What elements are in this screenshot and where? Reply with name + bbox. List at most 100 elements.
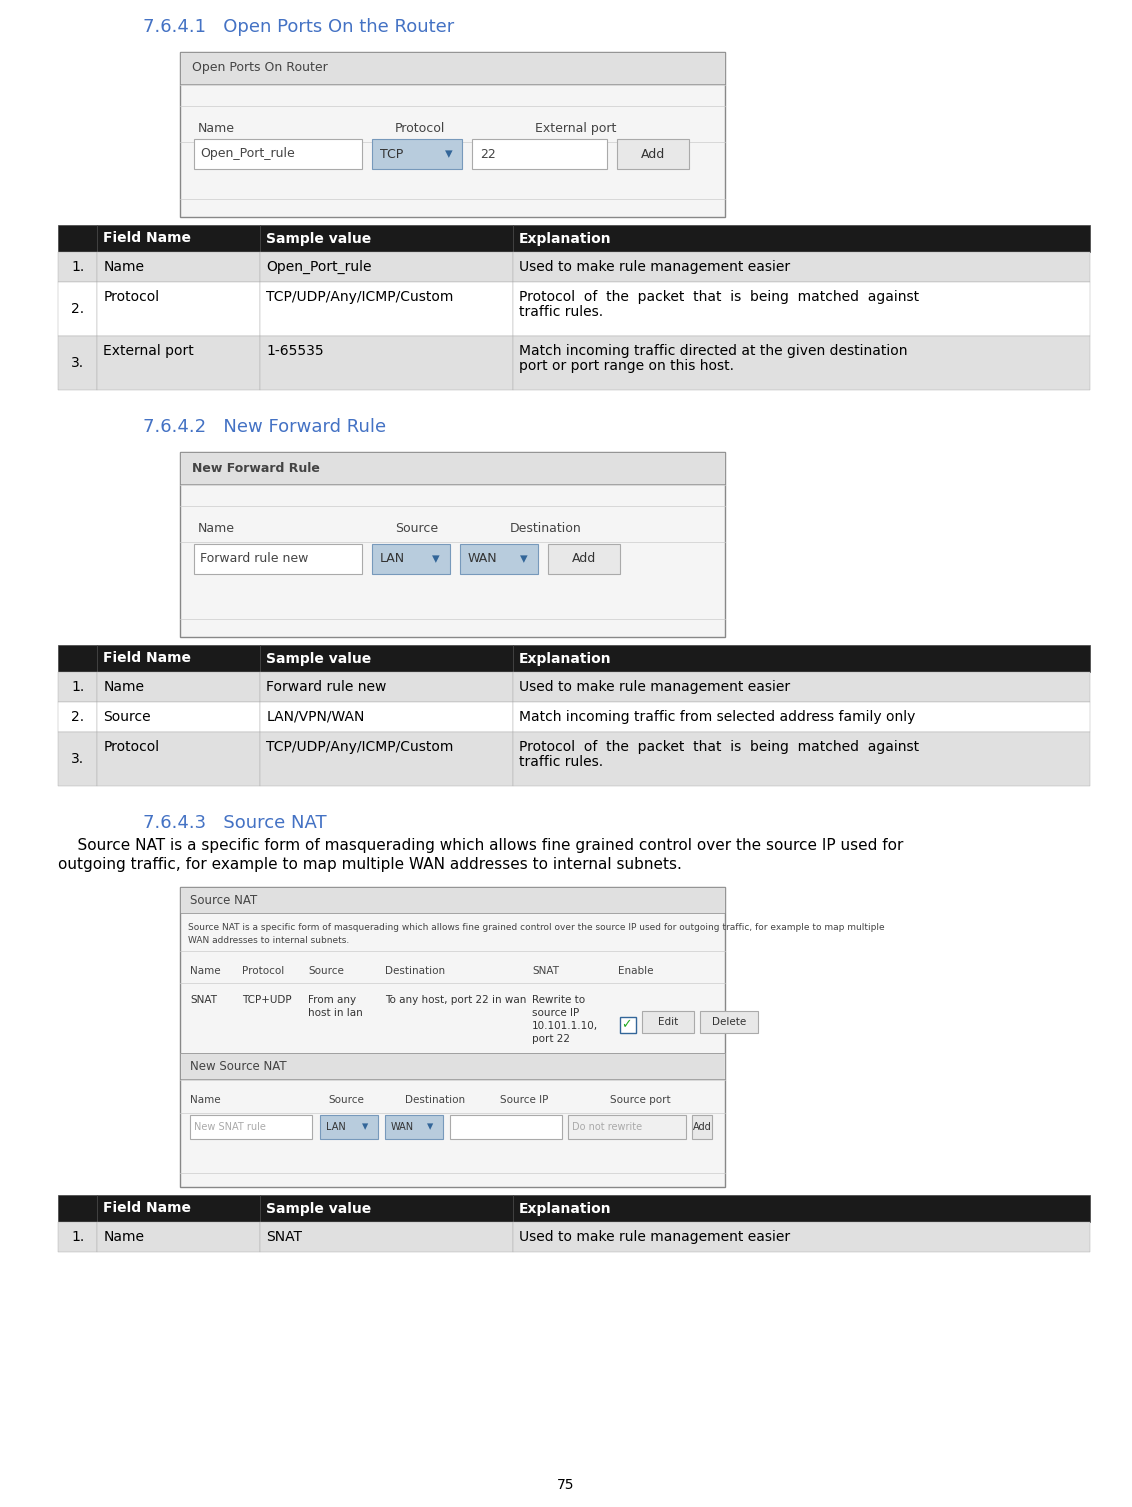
Text: traffic rules.: traffic rules.	[520, 755, 603, 769]
Text: Protocol: Protocol	[103, 740, 160, 754]
Text: Protocol: Protocol	[395, 122, 445, 136]
Text: Add: Add	[641, 148, 666, 161]
Bar	[260, 282, 513, 336]
Text: traffic rules.: traffic rules.	[520, 304, 603, 319]
Bar	[58, 252, 97, 282]
Text: 1.: 1.	[71, 680, 84, 695]
Text: New Forward Rule: New Forward Rule	[192, 461, 320, 475]
Bar	[700, 1011, 758, 1032]
Text: Name: Name	[198, 521, 235, 535]
Text: Rewrite to: Rewrite to	[532, 995, 585, 1005]
Bar	[513, 645, 1090, 672]
Bar	[642, 1011, 694, 1032]
Bar	[58, 225, 97, 252]
Bar	[97, 282, 260, 336]
Bar	[58, 645, 97, 672]
Bar	[97, 732, 260, 787]
Bar	[260, 732, 513, 787]
Bar	[97, 645, 260, 672]
Text: TCP+UDP: TCP+UDP	[242, 995, 292, 1005]
Bar	[620, 1017, 636, 1032]
Text: Open_Port_rule: Open_Port_rule	[200, 148, 294, 161]
Text: ▾: ▾	[427, 1121, 434, 1133]
Text: Match incoming traffic directed at the given destination: Match incoming traffic directed at the g…	[520, 344, 908, 359]
Bar	[372, 139, 462, 169]
Bar	[97, 225, 260, 252]
Text: Open_Port_rule: Open_Port_rule	[266, 261, 371, 274]
Text: ▾: ▾	[520, 552, 528, 567]
Bar	[260, 672, 513, 702]
Bar	[194, 139, 362, 169]
Text: TCP/UDP/Any/ICMP/Custom: TCP/UDP/Any/ICMP/Custom	[266, 740, 454, 754]
Bar	[513, 1222, 1090, 1252]
Text: Field Name: Field Name	[103, 651, 191, 666]
Text: Explanation: Explanation	[520, 651, 611, 666]
Bar	[180, 1053, 724, 1079]
Bar	[451, 1115, 561, 1139]
Bar	[180, 452, 724, 484]
Bar	[58, 732, 97, 787]
Bar	[260, 1195, 513, 1222]
Text: Explanation: Explanation	[520, 1201, 611, 1216]
Bar	[460, 544, 538, 574]
Text: SNAT: SNAT	[190, 995, 217, 1005]
Text: Field Name: Field Name	[103, 1201, 191, 1216]
Text: Edit: Edit	[658, 1017, 678, 1026]
Text: Explanation: Explanation	[520, 232, 611, 246]
Text: WAN: WAN	[391, 1123, 414, 1132]
Bar	[372, 544, 451, 574]
Text: Open Ports On Router: Open Ports On Router	[192, 62, 328, 74]
Text: Name: Name	[103, 680, 144, 695]
Text: source IP: source IP	[532, 1008, 580, 1019]
Text: Enable: Enable	[618, 966, 653, 977]
Bar	[97, 1222, 260, 1252]
Text: Source NAT is a specific form of masquerading which allows fine grained control : Source NAT is a specific form of masquer…	[58, 838, 903, 853]
Bar	[180, 53, 724, 84]
Text: To any host, port 22 in wan: To any host, port 22 in wan	[385, 995, 526, 1005]
Text: port 22: port 22	[532, 1034, 571, 1044]
Bar	[194, 544, 362, 574]
Bar	[260, 252, 513, 282]
Text: LAN/VPN/WAN: LAN/VPN/WAN	[266, 710, 365, 723]
Bar	[513, 672, 1090, 702]
Text: Destination: Destination	[405, 1096, 465, 1105]
Bar	[260, 1222, 513, 1252]
Text: Destination: Destination	[511, 521, 582, 535]
Text: ▾: ▾	[445, 146, 453, 161]
Text: Name: Name	[190, 966, 221, 977]
Bar	[548, 544, 620, 574]
Text: Used to make rule management easier: Used to make rule management easier	[520, 680, 790, 695]
Text: Used to make rule management easier: Used to make rule management easier	[520, 261, 790, 274]
Bar	[568, 1115, 686, 1139]
Bar	[260, 645, 513, 672]
Text: SNAT: SNAT	[532, 966, 559, 977]
Text: WAN addresses to internal subnets.: WAN addresses to internal subnets.	[188, 936, 350, 945]
Text: 1.: 1.	[71, 261, 84, 274]
Bar	[513, 1195, 1090, 1222]
Text: Protocol  of  the  packet  that  is  being  matched  against: Protocol of the packet that is being mat…	[520, 289, 919, 304]
Text: ▾: ▾	[432, 552, 439, 567]
Text: Source: Source	[328, 1096, 363, 1105]
Text: Source: Source	[395, 521, 438, 535]
Text: Sample value: Sample value	[266, 651, 371, 666]
Text: ✓: ✓	[621, 1019, 632, 1031]
Bar	[513, 336, 1090, 390]
Bar	[58, 1222, 97, 1252]
Text: Protocol  of  the  packet  that  is  being  matched  against: Protocol of the packet that is being mat…	[520, 740, 919, 754]
Text: External port: External port	[535, 122, 617, 136]
Text: From any: From any	[308, 995, 357, 1005]
Text: Source: Source	[308, 966, 344, 977]
Bar	[58, 672, 97, 702]
Text: Name: Name	[103, 1230, 144, 1243]
Text: External port: External port	[103, 344, 194, 359]
Text: 1-65535: 1-65535	[266, 344, 324, 359]
Bar	[513, 732, 1090, 787]
Text: SNAT: SNAT	[266, 1230, 302, 1243]
Text: Protocol: Protocol	[103, 289, 160, 304]
Text: 2.: 2.	[71, 710, 84, 723]
Bar	[58, 702, 97, 732]
Text: Name: Name	[198, 122, 235, 136]
Text: Source NAT is a specific form of masquerading which allows fine grained control : Source NAT is a specific form of masquer…	[188, 922, 884, 931]
Text: 7.6.4.1   Open Ports On the Router: 7.6.4.1 Open Ports On the Router	[143, 18, 454, 36]
Bar	[180, 888, 724, 1188]
